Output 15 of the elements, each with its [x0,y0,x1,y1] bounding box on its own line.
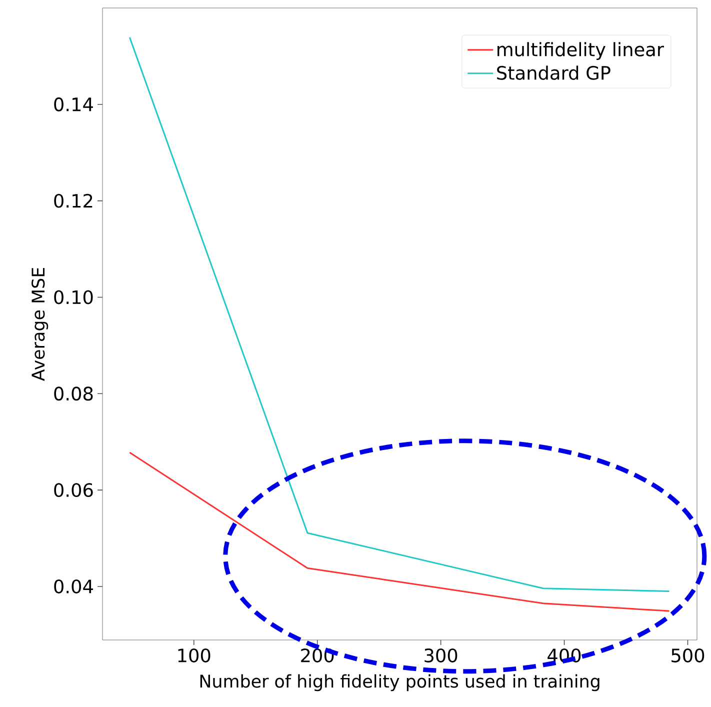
x-axis-title: Number of high fidelity points used in training [200,674,600,692]
y-tick-label: 0.04 [54,579,93,594]
y-tick-label: 0.14 [54,97,93,112]
y-tick-label: 0.10 [54,290,93,304]
line-series [128,36,670,592]
x-tick-label: 500 [672,648,704,662]
legend-label: multifidelity linear [498,42,664,60]
x-tick-label: 100 [178,648,210,662]
x-tick-label: 300 [424,648,458,662]
y-axis-title: Average MSE [32,268,48,381]
line-series [128,452,670,612]
legend-label: Standard GP [497,66,610,80]
y-tick-label: 0.06 [54,483,93,498]
y-tick-label: 0.08 [54,386,93,401]
y-tick-label: 0.12 [54,194,92,208]
